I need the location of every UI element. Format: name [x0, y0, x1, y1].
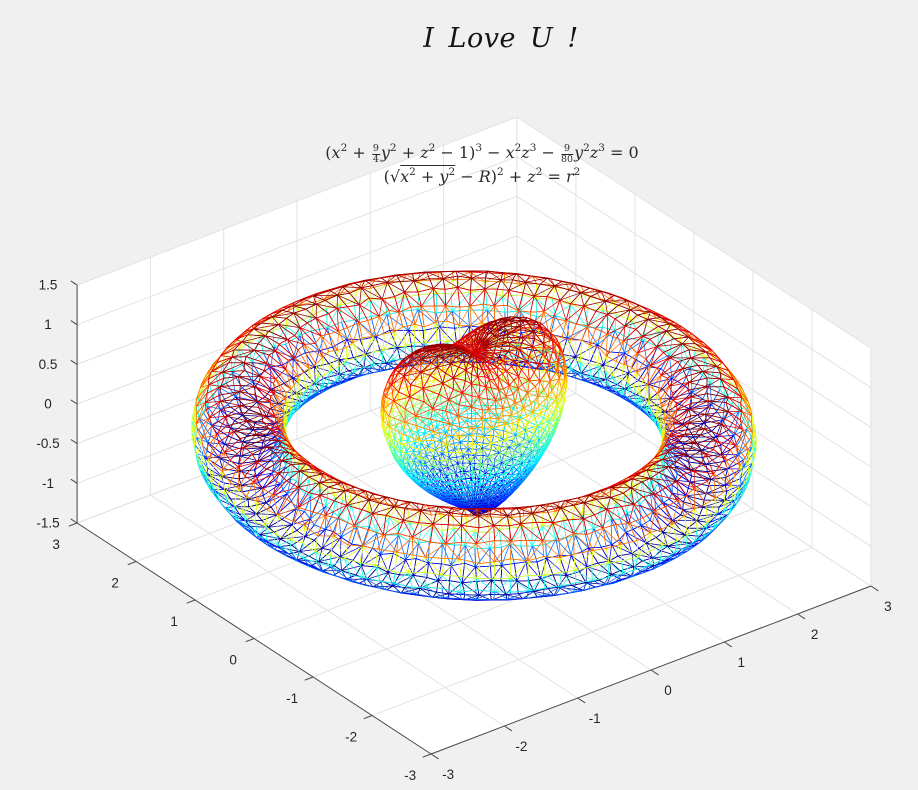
y-tick-mark — [68, 522, 78, 527]
x-tick-label: -2 — [515, 739, 527, 754]
wireframe-meshes — [191, 270, 757, 601]
y-tick-label: -3 — [404, 768, 416, 783]
y-tick-label: 3 — [52, 537, 60, 552]
y-tick-mark — [363, 715, 373, 720]
x-tick-label: -1 — [589, 711, 601, 726]
x-tick-mark — [724, 641, 733, 648]
grid-line — [516, 195, 872, 428]
y-tick-mark — [422, 753, 432, 758]
x-tick-label: 1 — [738, 655, 746, 670]
axis-lines — [68, 280, 879, 760]
y-tick-mark — [127, 561, 137, 566]
z-tick-mark — [70, 359, 78, 365]
subtitle-equations: (x2 + 9 4 y2 + z2 − 1)3 − x2z3 − 9 80 y2z3 =… — [325, 141, 639, 188]
x-tick-label: 2 — [811, 627, 819, 642]
z-tick-label: -0.5 — [36, 436, 59, 451]
z-tick-mark — [70, 320, 78, 326]
plot-title: I Love U ! — [423, 23, 579, 54]
y-tick-label: 2 — [111, 576, 119, 591]
z-tick-label: -1.5 — [36, 516, 59, 531]
x-tick-mark — [797, 613, 806, 620]
z-tick-label: -1 — [42, 476, 54, 491]
x-tick-label: 3 — [884, 599, 892, 614]
z-tick-mark — [70, 518, 78, 524]
y-tick-label: -1 — [286, 691, 298, 706]
y-tick-label: -2 — [345, 730, 357, 745]
z-tick-label: 1.5 — [39, 278, 58, 293]
y-tick-mark — [304, 676, 314, 681]
x-tick-mark — [504, 725, 513, 732]
x-tick-mark — [650, 669, 659, 676]
z-tick-label: 1 — [44, 317, 52, 332]
grid-line — [371, 547, 813, 716]
grid-line — [516, 156, 872, 389]
x-tick-mark — [577, 697, 586, 704]
y-tick-mark — [245, 638, 255, 643]
z-tick-mark — [70, 280, 78, 286]
z-tick-mark — [70, 439, 78, 445]
mesh-facet — [422, 387, 440, 409]
grid-line — [516, 116, 872, 349]
equation-line-2: (√x2 + y2 − R)2 + z2 = r2 — [383, 165, 581, 187]
grid-line — [516, 314, 872, 547]
grid-line — [76, 116, 518, 286]
tick-labels: -1.5 -1 -0.5 0 0.5 1 1.5 -3 -2 -1 0 1 2 3 -3 -2 -1 0 1 2 3 — [36, 278, 891, 783]
z-tick-label: 0 — [44, 397, 52, 412]
z-tick-label: 0.5 — [39, 357, 58, 372]
grid-line — [76, 156, 518, 326]
equation-line-1: (x2 + 9 4 y2 + z2 − 1)3 − x2z3 − 9 80 y2z3 =… — [325, 141, 639, 165]
grid-line — [76, 195, 518, 365]
x-tick-mark — [430, 753, 439, 760]
x-tick-label: 0 — [664, 683, 672, 698]
mesh-facet — [458, 541, 481, 564]
z-tick-mark — [70, 399, 78, 405]
x-tick-label: -3 — [442, 767, 454, 782]
y-tick-mark — [186, 599, 196, 604]
grid-line — [312, 508, 754, 678]
grid-line — [516, 235, 872, 468]
grid-line — [253, 469, 695, 639]
z-tick-mark — [70, 478, 78, 484]
grid-line — [135, 392, 577, 562]
y-tick-label: 0 — [229, 653, 237, 668]
y-tick-label: 1 — [170, 614, 178, 629]
x-tick-mark — [870, 585, 879, 592]
